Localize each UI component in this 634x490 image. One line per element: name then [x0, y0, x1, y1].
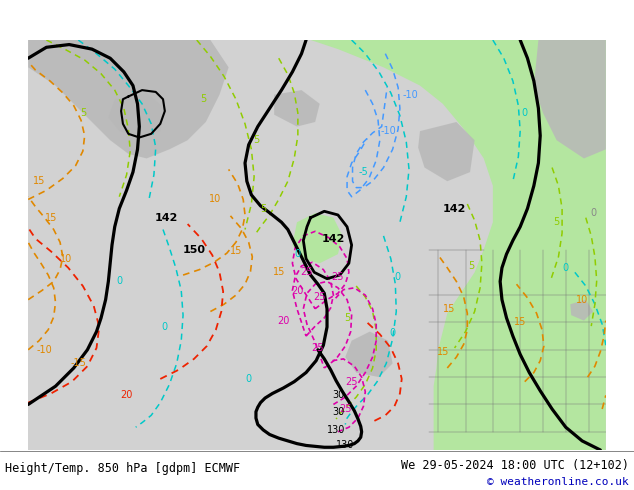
- Text: -10: -10: [403, 90, 418, 99]
- Text: 25: 25: [332, 272, 344, 282]
- Text: 0: 0: [162, 322, 168, 332]
- Text: 0: 0: [294, 249, 300, 259]
- Text: 5: 5: [80, 108, 86, 118]
- Text: 0: 0: [590, 208, 596, 218]
- Text: 0: 0: [522, 108, 527, 118]
- Text: 10: 10: [209, 195, 221, 204]
- Polygon shape: [418, 122, 475, 181]
- Text: -10: -10: [37, 345, 53, 355]
- Text: 30: 30: [332, 407, 344, 416]
- Text: 25: 25: [339, 404, 351, 414]
- Text: 0: 0: [116, 276, 122, 287]
- Text: 0: 0: [562, 263, 569, 273]
- Polygon shape: [571, 300, 593, 320]
- Text: 20: 20: [291, 286, 303, 295]
- Polygon shape: [292, 213, 342, 263]
- Text: 15: 15: [230, 246, 242, 256]
- Text: 15: 15: [514, 318, 526, 327]
- Text: Height/Temp. 850 hPa [gdpm] ECMWF: Height/Temp. 850 hPa [gdpm] ECMWF: [5, 462, 240, 474]
- Text: -5: -5: [359, 167, 368, 177]
- Text: 130: 130: [327, 425, 346, 435]
- Text: 25: 25: [312, 343, 324, 353]
- Text: 0: 0: [394, 272, 400, 282]
- Polygon shape: [274, 90, 320, 126]
- Text: 15: 15: [33, 176, 45, 186]
- Text: 30: 30: [332, 391, 344, 400]
- Text: 130: 130: [336, 441, 354, 450]
- Text: 0: 0: [245, 374, 252, 384]
- Text: -15: -15: [70, 359, 86, 368]
- Text: 15: 15: [443, 304, 455, 314]
- Text: 10: 10: [576, 294, 588, 305]
- Text: 142: 142: [443, 203, 466, 214]
- Text: 5: 5: [200, 94, 206, 104]
- Polygon shape: [346, 332, 392, 377]
- Text: 5: 5: [553, 217, 560, 227]
- Text: 15: 15: [45, 213, 57, 222]
- Text: 5: 5: [468, 261, 474, 271]
- Text: 20: 20: [120, 391, 133, 400]
- Text: 25: 25: [313, 292, 326, 302]
- Text: 15: 15: [273, 268, 285, 277]
- Polygon shape: [420, 40, 606, 113]
- Text: 10: 10: [60, 254, 72, 264]
- Polygon shape: [534, 40, 606, 158]
- Text: 25: 25: [346, 377, 358, 387]
- Text: 5: 5: [260, 203, 266, 214]
- Polygon shape: [108, 93, 165, 138]
- Text: 15: 15: [437, 346, 449, 357]
- Text: © weatheronline.co.uk: © weatheronline.co.uk: [488, 477, 629, 487]
- Text: 25: 25: [300, 268, 313, 277]
- Text: We 29-05-2024 18:00 UTC (12+102): We 29-05-2024 18:00 UTC (12+102): [401, 459, 629, 471]
- Text: 0: 0: [389, 328, 396, 339]
- Text: 142: 142: [321, 234, 345, 244]
- Polygon shape: [28, 40, 229, 158]
- Text: 142: 142: [155, 213, 178, 222]
- Text: -10: -10: [380, 126, 396, 136]
- Text: 20: 20: [277, 316, 290, 326]
- Text: 150: 150: [183, 245, 205, 255]
- Text: 5: 5: [344, 313, 350, 323]
- Text: 5: 5: [253, 135, 259, 145]
- Polygon shape: [252, 40, 606, 450]
